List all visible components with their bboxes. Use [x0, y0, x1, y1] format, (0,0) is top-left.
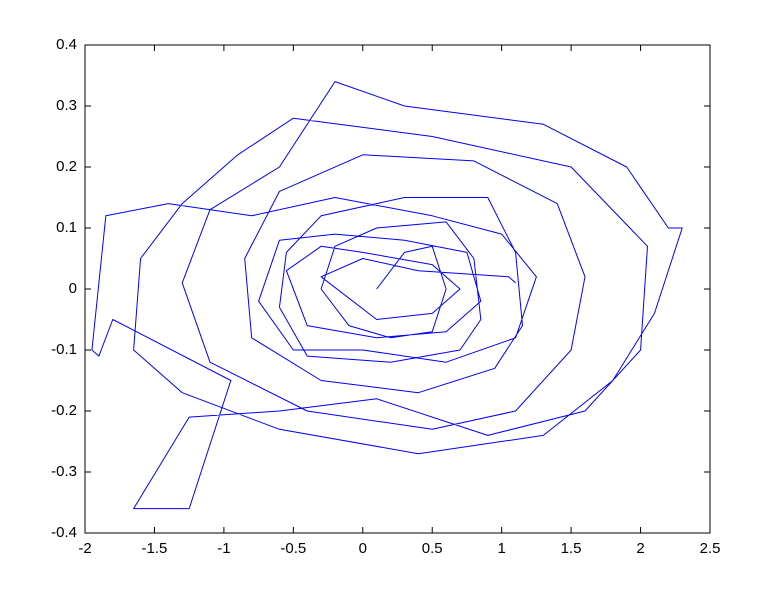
- x-tick-label: -2: [78, 540, 91, 557]
- x-tick-label: 0: [359, 540, 367, 557]
- y-tick-label: -0.3: [51, 463, 77, 480]
- x-tick-label: -1: [217, 540, 230, 557]
- y-tick-label: -0.1: [51, 341, 77, 358]
- x-tick-label: -0.5: [280, 540, 306, 557]
- data-line: [91, 81, 683, 510]
- x-tick-label: -1.5: [142, 540, 168, 557]
- y-tick-label: 0.4: [56, 36, 77, 53]
- x-tick-label: 1: [497, 540, 505, 557]
- y-tick-label: 0.2: [56, 158, 77, 175]
- y-tick-label: 0: [69, 280, 77, 297]
- y-tick-label: 0.3: [56, 97, 77, 114]
- x-tick-label: 2: [636, 540, 644, 557]
- x-tick-label: 0.5: [422, 540, 443, 557]
- y-tick-label: -0.2: [51, 402, 77, 419]
- y-tick-label: -0.4: [51, 524, 77, 541]
- x-tick-label: 2.5: [700, 540, 721, 557]
- plot-area: [84, 44, 711, 534]
- y-tick-label: 0.1: [56, 219, 77, 236]
- x-tick-label: 1.5: [561, 540, 582, 557]
